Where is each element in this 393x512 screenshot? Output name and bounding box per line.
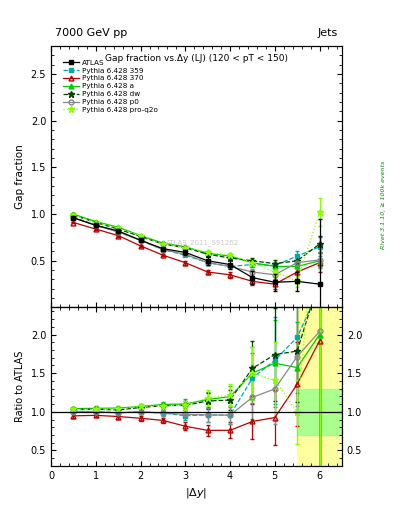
Text: 7000 GeV pp: 7000 GeV pp <box>55 28 127 38</box>
Legend: ATLAS, Pythia 6.428 359, Pythia 6.428 370, Pythia 6.428 a, Pythia 6.428 dw, Pyth: ATLAS, Pythia 6.428 359, Pythia 6.428 37… <box>61 57 160 115</box>
Bar <box>297 389 342 435</box>
Y-axis label: Ratio to ATLAS: Ratio to ATLAS <box>15 351 25 422</box>
Text: ATLAS_2011_S91262: ATLAS_2011_S91262 <box>166 239 239 246</box>
Text: Rivet 3.1.10, ≥ 100k events: Rivet 3.1.10, ≥ 100k events <box>381 161 386 249</box>
X-axis label: $|\Delta y|$: $|\Delta y|$ <box>185 486 208 500</box>
Text: Jets: Jets <box>318 28 338 38</box>
Text: Gap fraction vs.Δy (LJ) (120 < pT < 150): Gap fraction vs.Δy (LJ) (120 < pT < 150) <box>105 54 288 63</box>
Y-axis label: Gap fraction: Gap fraction <box>15 144 25 209</box>
Bar <box>297 308 342 466</box>
